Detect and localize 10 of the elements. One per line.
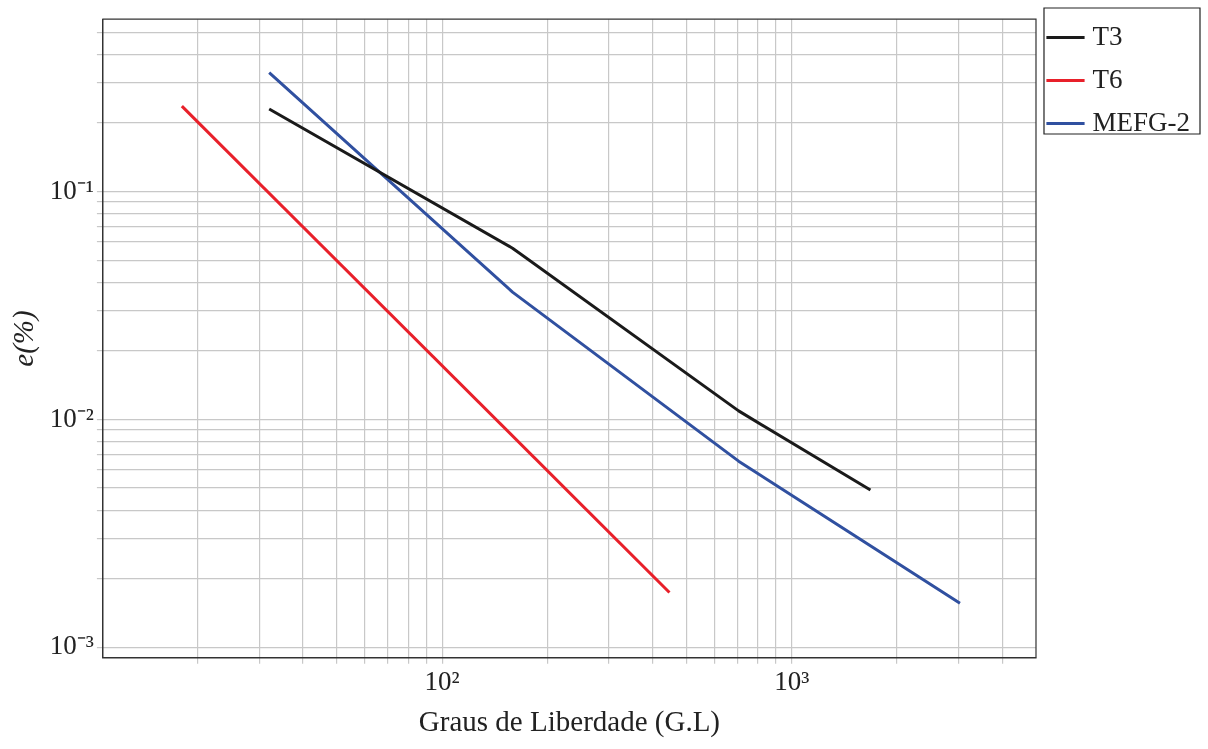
legend-label: T3: [1092, 20, 1123, 51]
y-axis-title: e(%): [7, 310, 41, 367]
legend-label: MEFG-2: [1092, 106, 1191, 137]
x-tick-label: 10²: [424, 666, 460, 697]
y-tick-label: 10⁻³: [49, 630, 94, 661]
legend-label: T6: [1092, 63, 1123, 94]
y-tick-label: 10⁻²: [49, 402, 94, 433]
x-axis-title: Graus de Liberdade (G.L): [418, 705, 721, 739]
y-tick-label: 10⁻¹: [49, 174, 94, 205]
x-tick-label: 10³: [774, 666, 810, 697]
